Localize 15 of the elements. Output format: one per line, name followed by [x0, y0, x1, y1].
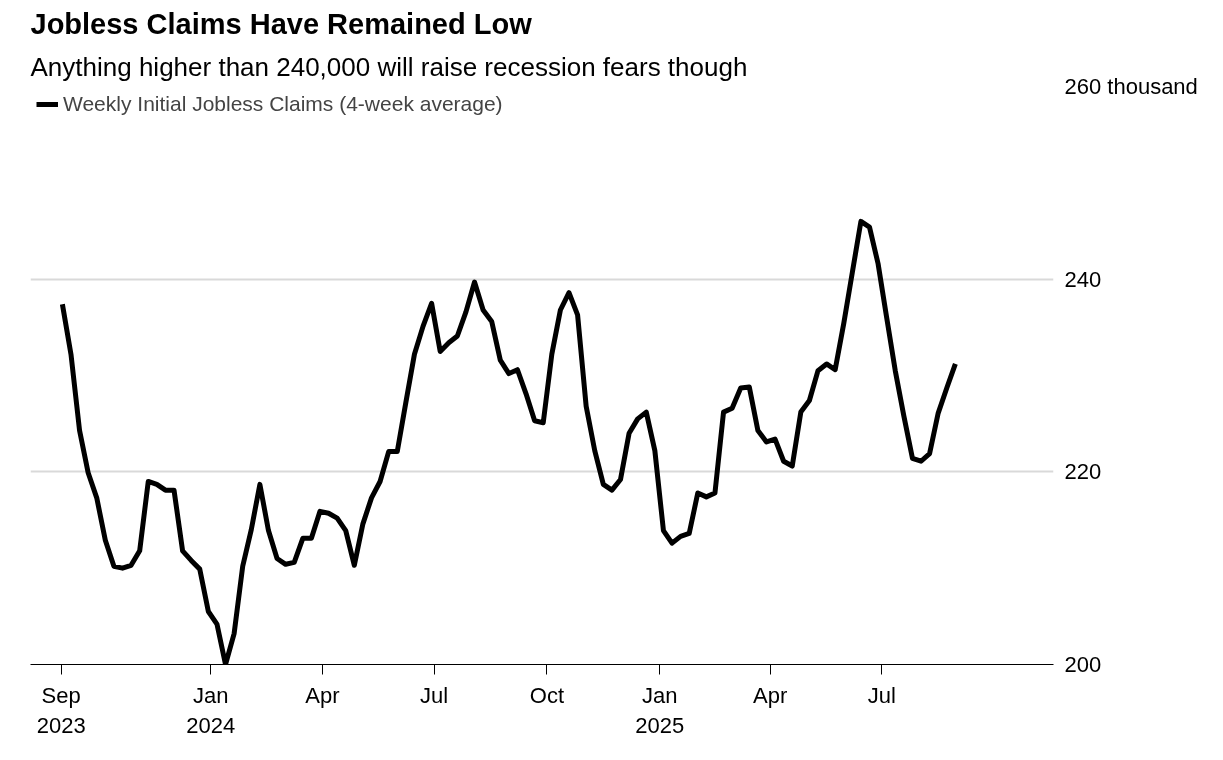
y-tick-label: 220 — [1064, 459, 1102, 485]
y-tick-label: 260 thousand — [1064, 74, 1198, 99]
chart-title: Jobless Claims Have Remained Low — [30, 7, 533, 40]
x-tick-label: Jan 2024 — [186, 682, 236, 738]
x-tick-label: Oct — [529, 682, 565, 708]
y-tick-label: 200 — [1064, 652, 1102, 677]
x-tick-label: Jan 2025 — [635, 682, 685, 738]
y-tick-label: 240 — [1064, 266, 1102, 292]
x-tick-label: Jul — [420, 682, 449, 708]
x-tick-label: Apr — [753, 682, 788, 708]
x-tick-label: Apr — [305, 682, 340, 708]
chart-subtitle: Anything higher than 240,000 will raise recession fears though — [30, 51, 748, 82]
legend-label: Weekly Initial Jobless Claims (4-week average) — [63, 92, 503, 116]
x-tick-label: Sep 2023 — [36, 682, 86, 738]
x-tick-label: Jul — [867, 682, 896, 708]
